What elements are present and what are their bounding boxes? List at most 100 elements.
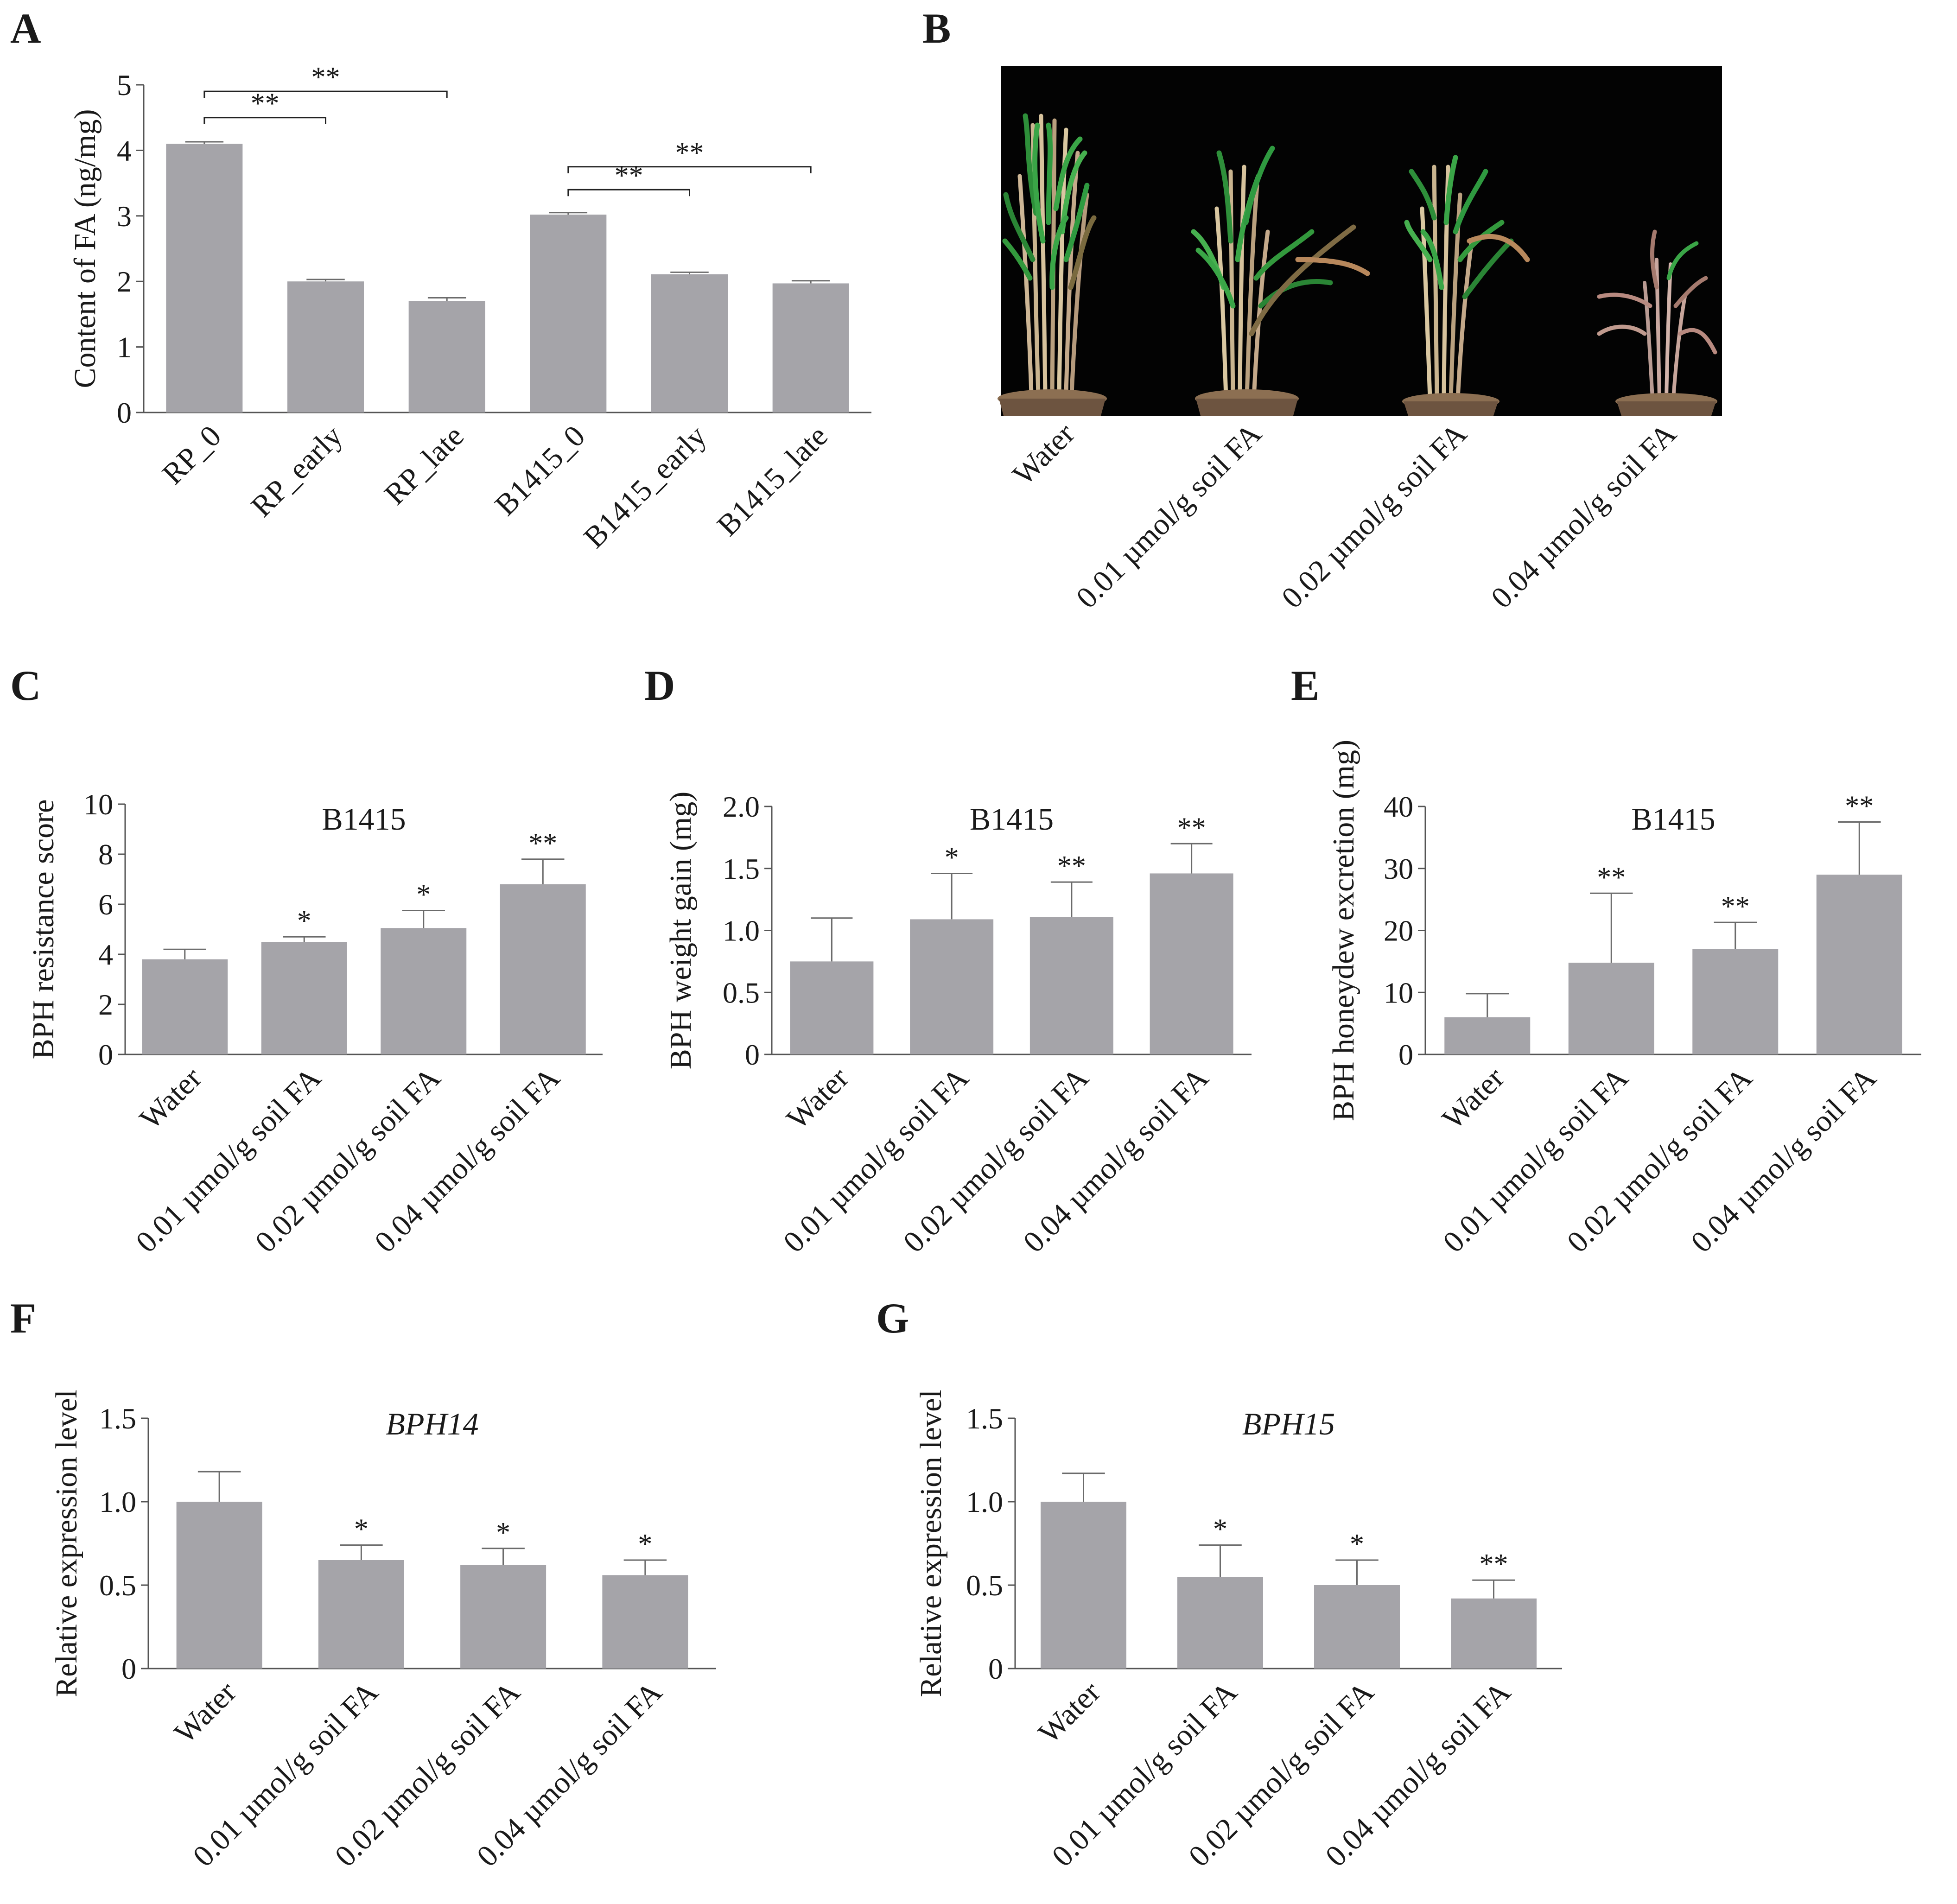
bar bbox=[1444, 1017, 1531, 1054]
significance-mark: * bbox=[416, 879, 431, 911]
bar bbox=[500, 884, 586, 1054]
chart-title: B1415 bbox=[970, 801, 1054, 837]
significance-mark: * bbox=[1213, 1514, 1227, 1545]
y-tick-label: 2.0 bbox=[723, 790, 760, 823]
significance-bracket bbox=[567, 189, 690, 197]
y-tick-label: 0 bbox=[117, 396, 132, 429]
pot-2 bbox=[1196, 399, 1298, 416]
y-tick-label: 10 bbox=[1384, 976, 1413, 1009]
bar bbox=[261, 942, 347, 1054]
bar bbox=[530, 214, 607, 413]
y-tick-label: 0 bbox=[988, 1652, 1003, 1685]
y-axis-label: Content of FA (ng/mg) bbox=[68, 109, 102, 388]
y-tick-label: 5 bbox=[117, 69, 132, 102]
significance-mark: ** bbox=[1177, 812, 1206, 844]
y-tick-label: 0 bbox=[121, 1652, 136, 1685]
bracket-label: ** bbox=[615, 160, 643, 191]
panel-letter-f: F bbox=[10, 1295, 36, 1342]
pot-3 bbox=[1404, 401, 1498, 416]
bar bbox=[166, 144, 243, 413]
y-tick-label: 4 bbox=[98, 938, 113, 971]
significance-bracket bbox=[203, 90, 448, 98]
y-tick-label: 0.5 bbox=[99, 1569, 136, 1602]
bar bbox=[1314, 1585, 1400, 1669]
panel-letter-c: C bbox=[10, 662, 41, 709]
y-tick-label: 6 bbox=[98, 888, 113, 921]
significance-mark: * bbox=[297, 905, 311, 937]
bar bbox=[1451, 1598, 1537, 1669]
bar bbox=[1029, 917, 1113, 1054]
pot-4 bbox=[1617, 401, 1716, 416]
y-tick-label: 1.0 bbox=[723, 914, 760, 947]
y-tick-label: 4 bbox=[117, 134, 132, 167]
y-tick-label: 0.5 bbox=[723, 976, 760, 1009]
bar bbox=[176, 1502, 262, 1669]
y-tick-label: 1.5 bbox=[966, 1402, 1003, 1435]
panel-letter-b: B bbox=[922, 5, 951, 52]
bar bbox=[1692, 949, 1779, 1054]
bracket-label: ** bbox=[675, 137, 704, 169]
pot-1 bbox=[999, 399, 1106, 416]
y-tick-label: 0 bbox=[1398, 1038, 1413, 1071]
chart-title: BPH14 bbox=[386, 1406, 478, 1441]
panel-letter-e: E bbox=[1291, 662, 1319, 709]
bar bbox=[790, 961, 874, 1054]
bar bbox=[1568, 963, 1654, 1054]
chart-title: B1415 bbox=[322, 801, 406, 837]
y-axis-label: BPH honeydew excretion (mg) bbox=[1327, 740, 1360, 1121]
y-tick-label: 1 bbox=[117, 331, 132, 364]
y-tick-label: 10 bbox=[83, 788, 113, 821]
chart-title: B1415 bbox=[1631, 801, 1715, 837]
rice-plant-002 bbox=[1402, 155, 1530, 416]
y-tick-label: 1.5 bbox=[723, 852, 760, 885]
photo-background bbox=[1001, 66, 1722, 416]
y-tick-label: 0.5 bbox=[966, 1569, 1003, 1602]
panel-letter-g: G bbox=[876, 1295, 909, 1342]
panel-letter-a: A bbox=[10, 5, 41, 52]
y-tick-label: 30 bbox=[1384, 852, 1413, 885]
significance-mark: ** bbox=[1597, 862, 1626, 893]
bar bbox=[318, 1560, 404, 1669]
y-tick-label: 1.5 bbox=[99, 1402, 136, 1435]
chart-title: BPH15 bbox=[1242, 1406, 1335, 1441]
significance-mark: * bbox=[1350, 1529, 1364, 1560]
y-axis-label: Relative expression level bbox=[50, 1390, 83, 1697]
bar bbox=[287, 281, 364, 413]
bar bbox=[1177, 1577, 1263, 1669]
y-tick-label: 1.0 bbox=[966, 1485, 1003, 1518]
panel-letter-d: D bbox=[644, 662, 675, 709]
bar bbox=[1150, 873, 1233, 1054]
y-axis-label: BPH weight gain (mg) bbox=[664, 792, 698, 1069]
bar bbox=[460, 1565, 546, 1669]
bar bbox=[142, 959, 228, 1054]
rice-plant-001 bbox=[1191, 146, 1370, 416]
y-tick-label: 1.0 bbox=[99, 1485, 136, 1518]
y-tick-label: 0 bbox=[745, 1038, 760, 1071]
y-axis-label: BPH resistance score bbox=[26, 800, 60, 1060]
bar bbox=[1816, 875, 1902, 1054]
bracket-label: ** bbox=[311, 62, 340, 93]
significance-mark: ** bbox=[1057, 850, 1086, 882]
bracket-label: ** bbox=[251, 88, 280, 120]
bar bbox=[381, 928, 467, 1054]
significance-mark: * bbox=[945, 842, 959, 873]
y-tick-label: 2 bbox=[98, 988, 113, 1021]
y-tick-label: 8 bbox=[98, 838, 113, 871]
y-tick-label: 2 bbox=[117, 265, 132, 298]
significance-bracket bbox=[203, 117, 326, 124]
bar bbox=[772, 283, 849, 413]
significance-mark: ** bbox=[1845, 790, 1874, 822]
y-tick-label: 40 bbox=[1384, 790, 1413, 823]
y-tick-label: 0 bbox=[98, 1038, 113, 1071]
significance-mark: ** bbox=[1480, 1549, 1508, 1580]
y-axis-label: Relative expression level bbox=[914, 1390, 948, 1697]
significance-mark: * bbox=[354, 1514, 369, 1545]
rice-plant-water bbox=[998, 113, 1107, 416]
bar bbox=[408, 301, 485, 413]
rice-plant-004 bbox=[1597, 229, 1717, 416]
y-tick-label: 3 bbox=[117, 200, 132, 233]
significance-bracket bbox=[567, 166, 812, 173]
bar bbox=[651, 274, 728, 413]
bar bbox=[910, 919, 994, 1054]
